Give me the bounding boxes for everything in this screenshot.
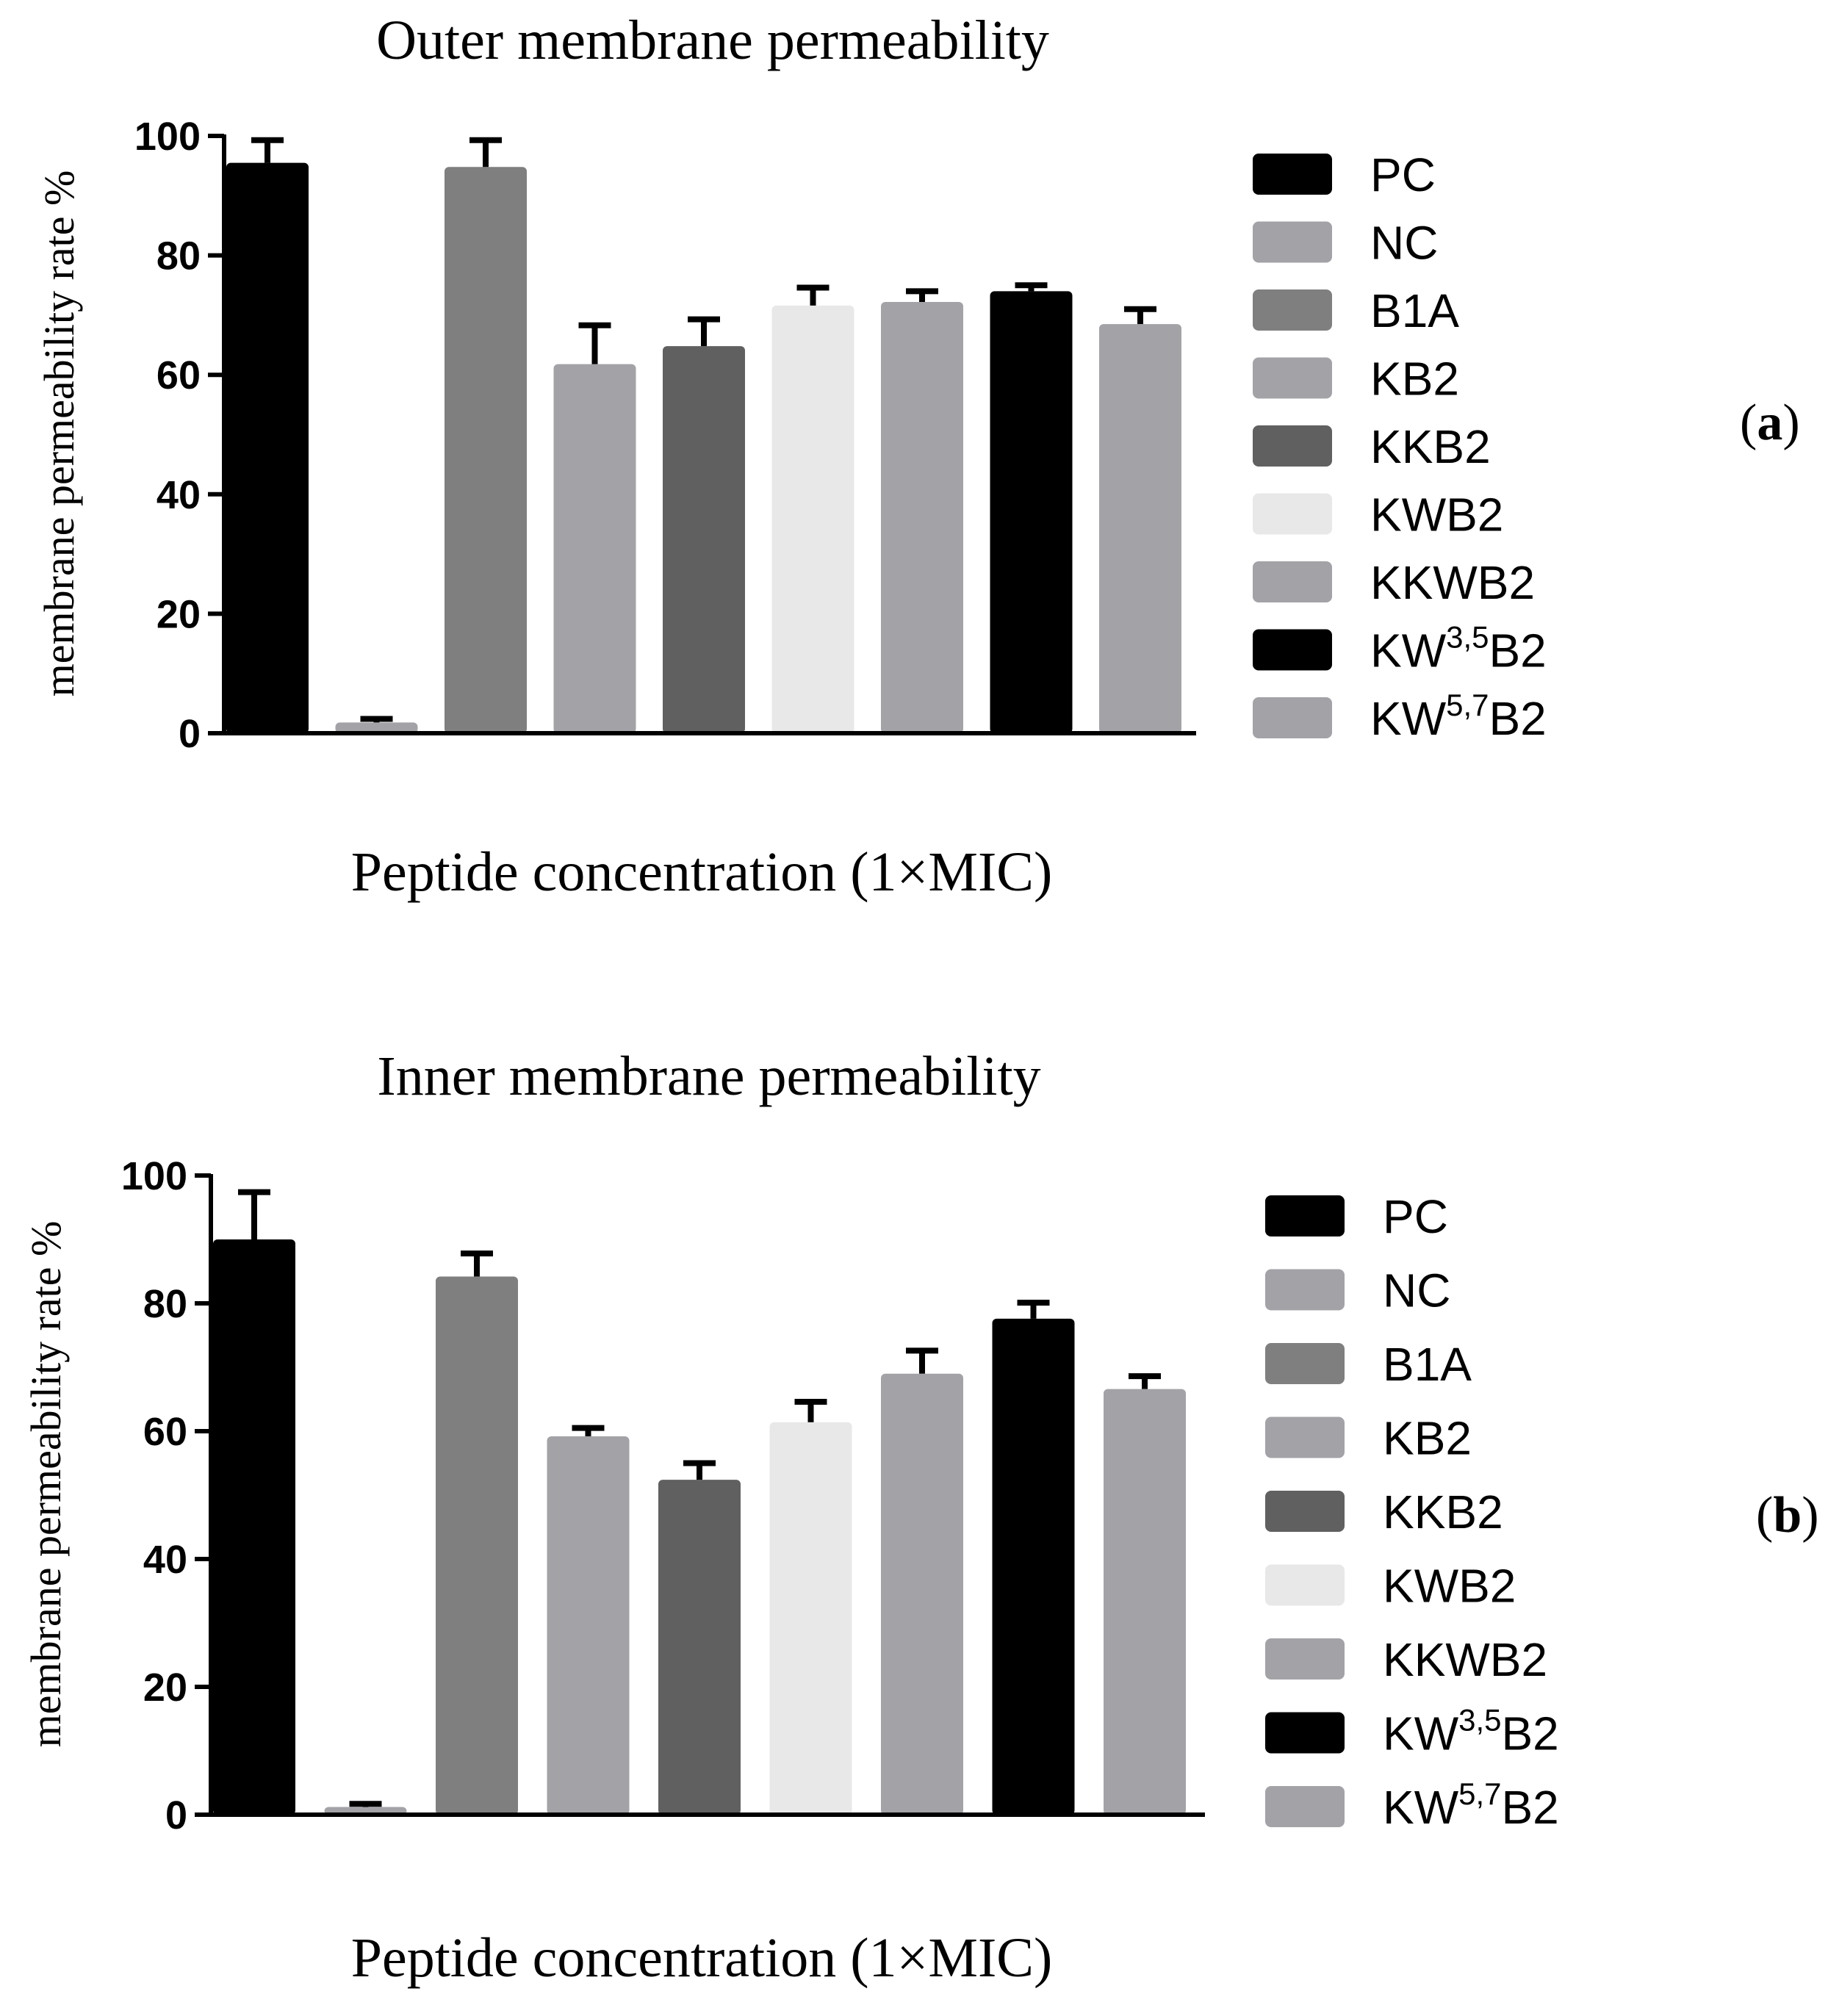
bar-4	[553, 364, 636, 733]
bar-7	[881, 302, 963, 733]
legend-swatch-2	[1265, 1269, 1345, 1311]
legend-label-4: KB2	[1383, 1412, 1472, 1465]
bar-5	[658, 1480, 741, 1815]
y-tick-label: 100	[134, 115, 201, 159]
bar-8	[990, 291, 1073, 733]
legend-label-9: KW5,7B2	[1383, 1776, 1559, 1834]
bar-4	[547, 1436, 630, 1815]
chart-panel-a: Outer membrane permeability 0 20 40 60 80 100 m…	[35, 10, 1800, 903]
legend-label-2: NC	[1370, 217, 1438, 270]
y-tick-label: 0	[179, 712, 201, 756]
legend-swatch-7	[1265, 1638, 1345, 1680]
legend-swatch-6	[1253, 493, 1332, 535]
y-tick-label: 60	[143, 1410, 187, 1454]
y-tick-label: 100	[121, 1154, 187, 1198]
legend-swatch-8	[1253, 629, 1332, 671]
legend-label-3: B1A	[1370, 284, 1459, 337]
legend-label-6: KWB2	[1383, 1560, 1516, 1613]
legend-label-7: KKWB2	[1383, 1633, 1547, 1686]
y-tick-label: 40	[156, 473, 201, 517]
legend-label-8: KW3,5B2	[1370, 620, 1547, 677]
legend-label-2: NC	[1383, 1264, 1450, 1317]
chart-panel-b: Inner membrane permeability 0 20 40 60 80 100 m…	[22, 1045, 1819, 1989]
bar-7	[881, 1373, 963, 1815]
bar-8	[992, 1318, 1075, 1815]
legend-swatch-5	[1265, 1491, 1345, 1532]
bar-9	[1099, 324, 1181, 734]
bar-3	[436, 1276, 518, 1815]
legend-swatch-9	[1253, 697, 1332, 738]
x-axis-label: Peptide concentration (1×MIC)	[351, 841, 1053, 903]
legend-swatch-5	[1253, 425, 1332, 467]
bar-2	[335, 722, 418, 733]
y-tick-label: 80	[143, 1282, 187, 1326]
panel-label: (b)	[1756, 1487, 1819, 1544]
y-tick-label: 60	[156, 353, 201, 397]
legend-swatch-1	[1265, 1195, 1345, 1236]
bar-6	[771, 305, 854, 734]
legend-label-5: KKB2	[1383, 1486, 1503, 1538]
legend-swatch-7	[1253, 561, 1332, 602]
y-tick-label: 20	[143, 1666, 187, 1710]
bar-3	[445, 167, 527, 733]
chart-title: Outer membrane permeability	[376, 10, 1049, 71]
bar-5	[663, 346, 745, 733]
bar-1	[213, 1239, 295, 1815]
legend-swatch-4	[1265, 1416, 1345, 1458]
y-tick-label: 80	[156, 234, 201, 278]
legend-label-3: B1A	[1383, 1338, 1472, 1391]
legend-label-7: KKWB2	[1370, 556, 1535, 609]
legend: PC NC B1A KB2 KKB2 KWB2 KKWB2 KW3,5B2 KW5,7B2	[1265, 1190, 1559, 1834]
bar-9	[1104, 1389, 1186, 1815]
panel-label: (a)	[1740, 395, 1800, 451]
y-tick-label: 40	[143, 1538, 187, 1582]
x-axis-label: Peptide concentration (1×MIC)	[351, 1927, 1053, 1989]
legend-swatch-4	[1253, 357, 1332, 399]
legend-label-6: KWB2	[1370, 489, 1503, 541]
y-tick-label: 0	[165, 1793, 187, 1837]
bar-6	[769, 1422, 852, 1815]
legend: PC NC B1A KB2 KKB2 KWB2 KKWB2 KW3,5B2 KW5,7B2	[1253, 148, 1547, 745]
y-axis-label: membrane permeability rate %	[22, 1221, 70, 1748]
legend-swatch-2	[1253, 221, 1332, 263]
bar-1	[226, 162, 309, 733]
chart-title: Inner membrane permeability	[377, 1045, 1040, 1107]
legend-swatch-3	[1265, 1343, 1345, 1384]
legend-swatch-8	[1265, 1712, 1345, 1754]
legend-label-9: KW5,7B2	[1370, 688, 1547, 745]
legend-label-4: KB2	[1370, 353, 1459, 406]
legend-swatch-1	[1253, 154, 1332, 195]
y-tick-label: 20	[156, 592, 201, 636]
legend-label-8: KW3,5B2	[1383, 1703, 1559, 1760]
legend-label-1: PC	[1383, 1190, 1448, 1243]
legend-label-5: KKB2	[1370, 420, 1491, 473]
legend-swatch-9	[1265, 1786, 1345, 1827]
legend-label-1: PC	[1370, 148, 1436, 201]
legend-swatch-3	[1253, 289, 1332, 331]
legend-swatch-6	[1265, 1564, 1345, 1606]
y-axis-label: membrane permeability rate %	[35, 170, 83, 697]
